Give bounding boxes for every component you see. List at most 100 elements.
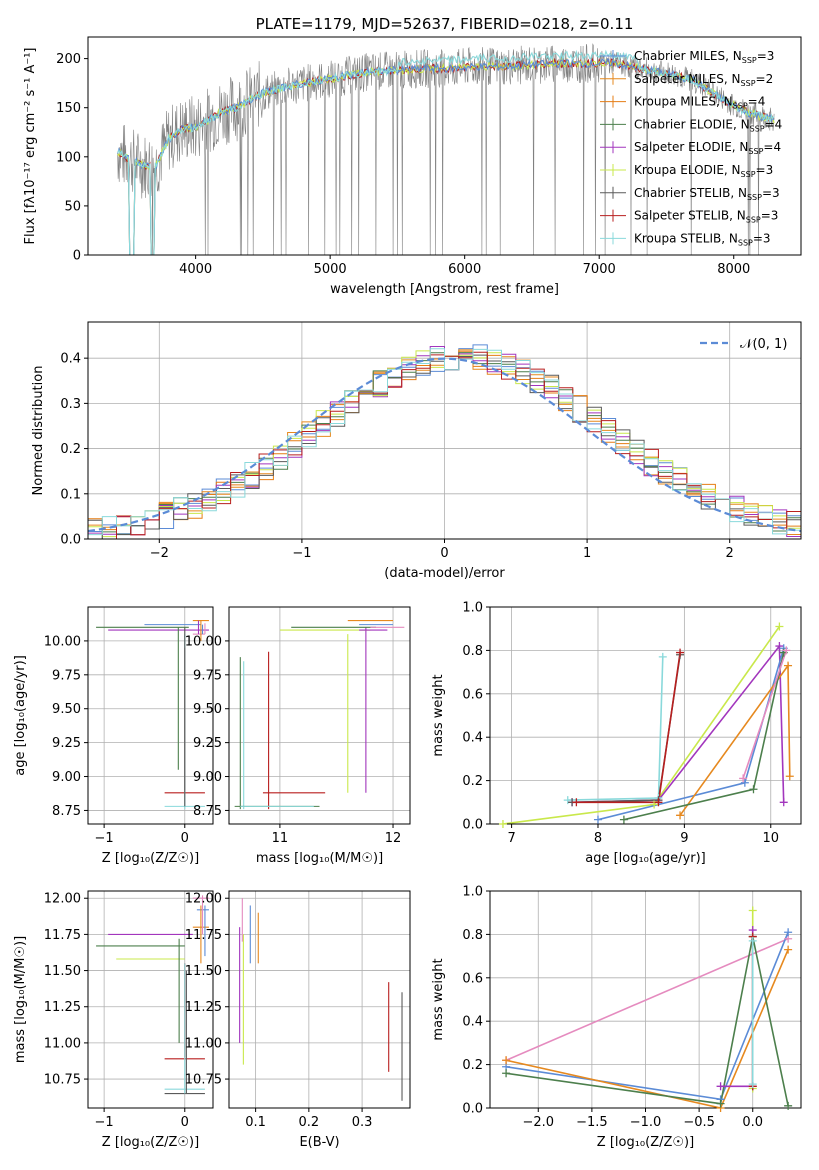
weight-marker-cELODIE <box>619 815 628 824</box>
panel-age_vs_Z: −1 0 8.75 9.00 9.25 9.50 9.75 10.00 Z [log₁₀(Z/Z… <box>13 606 214 866</box>
legend-suffix: =3 <box>761 209 779 223</box>
weight-marker-cMILES <box>784 928 793 937</box>
legend-sub: SSP <box>741 170 756 179</box>
x-tick-label: 8 <box>594 831 602 846</box>
x-tick-label: 6000 <box>448 262 481 277</box>
legend: 𝒩(0, 1) <box>700 337 787 352</box>
x-tick-label: 0.0 <box>742 1115 763 1130</box>
y-tick-label: 11.25 <box>44 1000 81 1015</box>
panel-mass_vs_Z: −1 0 10.75 11.00 11.25 11.50 11.75 12.00 Z [log₁… <box>13 890 214 1150</box>
weight-marker-kSTELIB <box>748 936 757 945</box>
y-tick-label: 0.8 <box>462 644 483 659</box>
weight-marker-cMILES <box>740 778 749 787</box>
y-tick-label: 1.0 <box>462 885 483 900</box>
legend-label: Chabrier MILES, N <box>634 49 742 63</box>
x-tick-label: 0 <box>181 831 189 846</box>
x-tick-label: −1 <box>95 1115 114 1130</box>
x-tick-label: 10 <box>762 831 779 846</box>
panel-mass_vs_ebv: 0.1 0.2 0.3 10.75 11.00 11.25 11.50 11.75 12.00 E… <box>185 890 411 1150</box>
axes-box <box>228 890 411 1109</box>
legend-sub: SSP <box>741 79 756 88</box>
weight-marker-kELODIE <box>650 800 659 809</box>
x-axis-label: wavelength [Angstrom, rest frame] <box>330 282 559 297</box>
axes-frame: −1 0 8.75 9.00 9.25 9.50 9.75 10.00 Z [log₁₀(Z/Z… <box>13 606 214 866</box>
y-tick-label: 12.00 <box>44 892 81 907</box>
legend-entry: 𝒩(0, 1) <box>740 337 787 352</box>
x-tick-label: 11 <box>272 831 289 846</box>
x-tick-label: 2 <box>726 546 734 561</box>
y-tick-label: 9.25 <box>52 736 81 751</box>
x-tick-label: 7000 <box>583 262 616 277</box>
legend-sub: SSP <box>738 238 753 247</box>
weight-marker-kELODIE <box>498 820 507 828</box>
plot-area <box>88 322 801 539</box>
y-tick-label: 11.25 <box>185 1000 222 1015</box>
x-axis-label: Z [log₁₀(Z/Z☉)] <box>597 1135 694 1150</box>
histogram-sSTELIB <box>88 351 801 539</box>
y-tick-label: 0.4 <box>462 731 483 746</box>
axes-box <box>87 890 214 1109</box>
legend-sub: SSP <box>733 102 748 111</box>
x-tick-label: 0 <box>440 546 448 561</box>
y-tick-label: 0.2 <box>462 774 483 789</box>
legend-label: Kroupa ELODIE, N <box>634 163 741 177</box>
weight-marker-sELODIE <box>779 798 788 807</box>
axes-frame: −1 0 10.75 11.00 11.25 11.50 11.75 12.00 Z [log₁… <box>13 890 214 1150</box>
axes-frame: 4000 5000 6000 7000 8000 0 50 100 150 200 waveleng… <box>23 15 802 297</box>
x-tick-label: −1 <box>95 831 114 846</box>
spectrum-model-kELODIE <box>117 57 775 255</box>
y-tick-label: 0.6 <box>462 687 483 702</box>
y-tick-label: 10.75 <box>44 1073 81 1088</box>
y-tick-label: 0.4 <box>60 352 81 367</box>
weight-marker-cELODIE <box>716 1099 725 1108</box>
legend-label: Kroupa MILES, N <box>634 95 733 109</box>
axes-frame: −2.0 −1.5 −1.0 −0.5 0.0 0.0 0.2 0.4 0.6 0.8 1.0 Z [… <box>431 885 802 1150</box>
weight-line-cSTELIB <box>572 654 681 804</box>
x-axis-label: Z [log₁₀(Z/Z☉)] <box>102 1135 199 1150</box>
y-tick-label: 1.0 <box>462 601 483 616</box>
y-axis-label: mass weight <box>431 674 446 756</box>
legend-label: Salpeter ELODIE, N <box>634 140 748 154</box>
y-tick-label: 100 <box>56 150 81 165</box>
y-tick-label: 11.50 <box>44 964 81 979</box>
panel-weight_vs_age: 7 8 9 10 0.0 0.2 0.4 0.6 0.8 1.0 age [log₁₀(age/yr… <box>431 601 802 866</box>
y-tick-label: 8.75 <box>193 804 222 819</box>
legend-suffix: =3 <box>757 49 775 63</box>
axes-box <box>87 606 214 825</box>
legend-entry: Chabrier STELIB, NSSP=3 <box>634 186 780 202</box>
weight-marker-sSTELIB <box>676 648 685 657</box>
axes-box <box>489 606 802 825</box>
x-tick-label: 0.3 <box>352 1115 373 1130</box>
axes-frame: −2 −1 0 1 2 0.0 0.1 0.2 0.3 0.4 (data-model)/error… <box>31 321 802 581</box>
y-tick-label: 0.4 <box>462 1015 483 1030</box>
legend-entry: Salpeter MILES, NSSP=2 <box>634 72 773 88</box>
legend-suffix: =4 <box>765 117 783 131</box>
y-tick-label: 0.0 <box>462 1102 483 1117</box>
legend-entry: Chabrier ELODIE, NSSP=4 <box>634 117 782 133</box>
weight-marker-sELODIE <box>716 1082 725 1091</box>
y-tick-label: 9.75 <box>193 668 222 683</box>
x-tick-label: −0.5 <box>683 1115 715 1130</box>
x-tick-label: 12 <box>385 831 402 846</box>
weight-marker-kSTELIB <box>748 1080 757 1089</box>
x-axis-label: (data-model)/error <box>384 566 505 581</box>
weight-line-cMILES <box>597 647 785 821</box>
weight-marker-sELODIE <box>775 642 784 651</box>
panel-spectrum: 4000 5000 6000 7000 8000 0 50 100 150 200 waveleng… <box>23 15 802 297</box>
weight-line-sELODIE <box>720 930 754 1088</box>
weight-marker-cELODIE <box>784 1101 793 1110</box>
x-tick-label: −1.0 <box>630 1115 662 1130</box>
x-axis-label: Z [log₁₀(Z/Z☉)] <box>102 851 199 866</box>
legend-entry: Salpeter ELODIE, NSSP=4 <box>634 140 781 156</box>
plot-area <box>88 891 213 1108</box>
weight-marker-sMILES <box>676 811 685 820</box>
x-axis-label: E(B-V) <box>299 1135 339 1150</box>
legend-label: Chabrier STELIB, N <box>634 186 747 200</box>
spectrum-data-line <box>117 43 775 255</box>
y-axis-label: age [log₁₀(age/yr)] <box>13 655 28 776</box>
weight-marker-kSTELIB <box>563 796 572 805</box>
legend-sub: SSP <box>747 193 762 202</box>
y-tick-label: 11.75 <box>185 928 222 943</box>
plot-area <box>229 891 410 1108</box>
weight-marker-cELODIE <box>749 785 758 794</box>
